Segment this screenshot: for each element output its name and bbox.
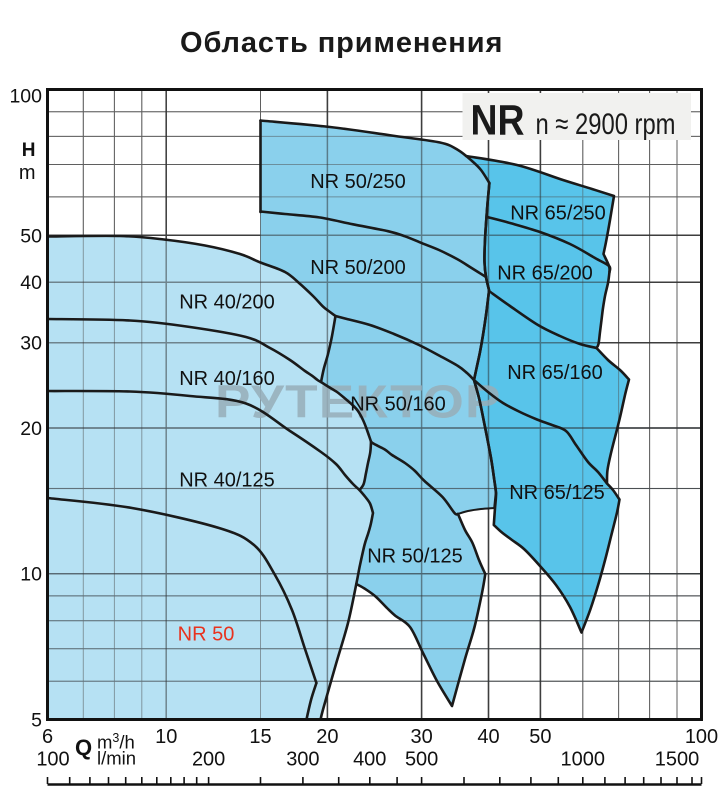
svg-text:Область применения: Область применения [180,27,503,59]
svg-text:NR 50/160: NR 50/160 [350,394,446,416]
svg-text:l/min: l/min [97,748,136,769]
svg-text:400: 400 [353,749,386,771]
svg-text:H: H [22,140,36,161]
svg-text:20: 20 [20,418,42,440]
svg-text:NR 65/125: NR 65/125 [509,482,605,504]
svg-text:NR 65/200: NR 65/200 [497,263,593,285]
svg-text:NR 65/250: NR 65/250 [510,203,606,225]
svg-text:100: 100 [9,85,42,107]
svg-text:NR 65/160: NR 65/160 [507,362,603,384]
svg-text:NR 50/125: NR 50/125 [367,546,463,568]
svg-text:100: 100 [685,726,718,748]
svg-text:NR 40/125: NR 40/125 [179,470,275,492]
svg-text:1000: 1000 [561,749,606,771]
svg-text:NR: NR [471,97,525,145]
svg-text:200: 200 [192,749,225,771]
svg-text:10: 10 [155,726,177,748]
svg-text:1500: 1500 [655,749,700,771]
svg-text:40: 40 [20,272,42,294]
svg-text:Q: Q [75,735,92,760]
svg-text:m: m [19,162,36,184]
svg-text:n ≈ 2900 rpm: n ≈ 2900 rpm [536,108,676,141]
svg-text:500: 500 [405,749,438,771]
svg-text:50: 50 [529,726,551,748]
svg-text:40: 40 [477,726,499,748]
svg-text:РУТЕКТОР: РУТЕКТОР [215,376,502,428]
svg-text:NR 50/200: NR 50/200 [310,257,406,279]
svg-text:m3/h: m3/h [97,731,135,753]
svg-text:10: 10 [20,564,42,586]
svg-text:50: 50 [20,225,42,247]
svg-text:NR 50/250: NR 50/250 [310,171,406,193]
svg-text:30: 30 [20,333,42,355]
svg-text:100: 100 [36,749,69,771]
svg-text:30: 30 [411,726,433,748]
svg-text:15: 15 [249,726,271,748]
svg-text:NR 50: NR 50 [178,624,235,646]
svg-text:5: 5 [31,710,42,732]
svg-text:NR 40/160: NR 40/160 [179,368,275,390]
svg-text:NR 40/200: NR 40/200 [179,292,275,314]
svg-text:20: 20 [316,726,338,748]
svg-text:6: 6 [42,726,53,748]
svg-text:300: 300 [286,749,319,771]
